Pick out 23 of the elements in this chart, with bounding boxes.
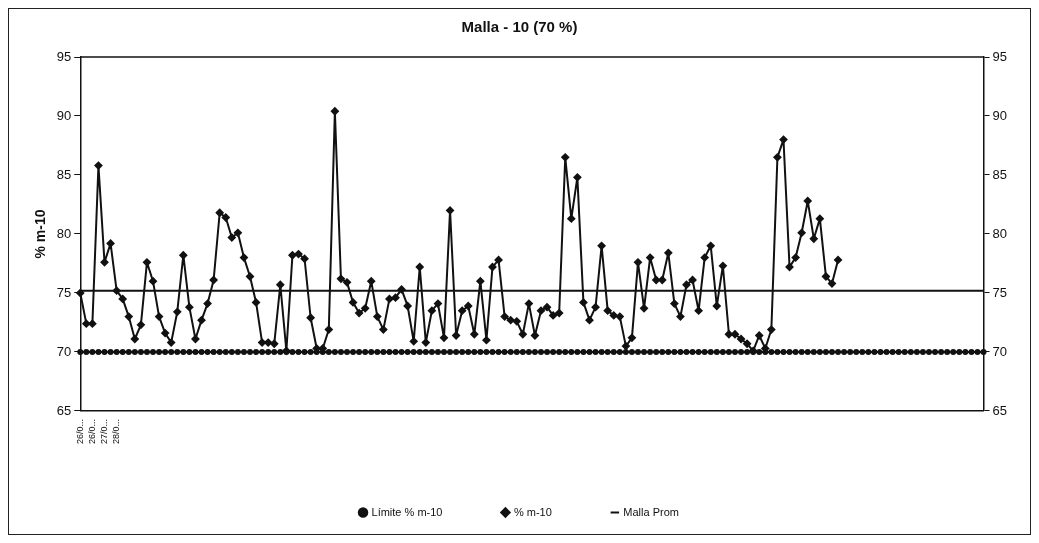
x-tick-label: 26/0...	[74, 418, 85, 445]
y2-tick-label: 70	[992, 343, 1008, 359]
y-tick-label: 75	[56, 284, 72, 300]
x-tick-label: 27/0...	[98, 418, 109, 445]
y-tick-label: 85	[56, 166, 72, 182]
y2-tick-label: 95	[992, 48, 1008, 64]
y2-tick-label: 80	[992, 225, 1008, 241]
y-axis-title: % m-10	[32, 209, 49, 259]
y2-tick-label: 75	[992, 284, 1008, 300]
legend-label: % m-10	[513, 505, 552, 518]
y2-tick-label: 65	[992, 402, 1008, 418]
chart-title: Malla - 10 (70 %)	[461, 18, 578, 36]
x-tick-label: 28/0...	[111, 418, 122, 445]
y2-tick-label: 85	[992, 166, 1008, 182]
y-tick-label: 65	[56, 402, 72, 418]
y-tick-label: 70	[56, 343, 72, 359]
y2-tick-label: 90	[992, 107, 1008, 123]
x-tick-label: 26/0...	[86, 418, 97, 445]
legend-label: Malla Prom	[623, 505, 679, 518]
y-tick-label: 95	[56, 48, 72, 64]
y-tick-label: 80	[56, 225, 72, 241]
y-tick-label: 90	[56, 107, 72, 123]
legend-label: Límite % m-10	[371, 505, 443, 518]
